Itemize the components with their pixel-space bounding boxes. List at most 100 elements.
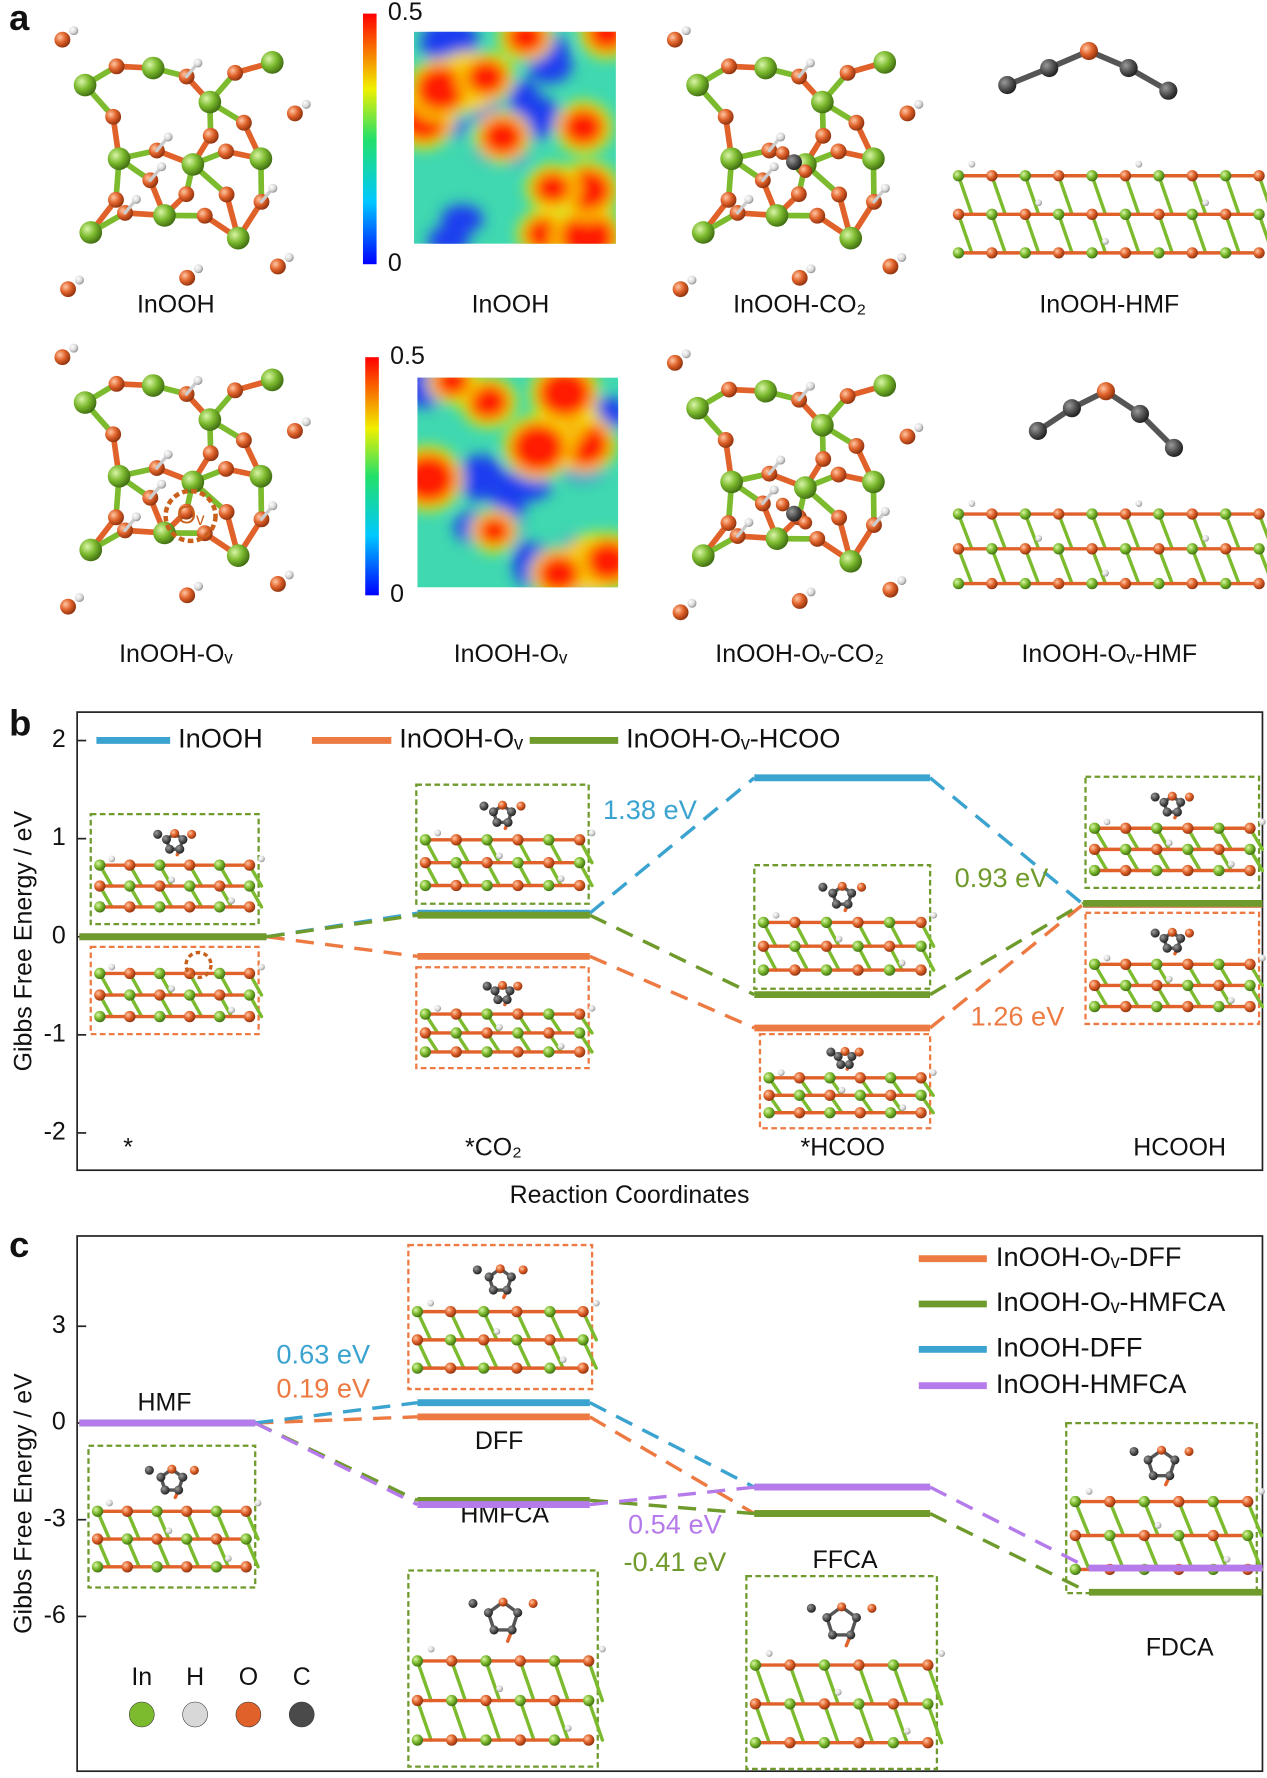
energy-connector [929,1512,1090,1594]
atom [490,986,500,996]
bond [449,1659,468,1703]
atom [1150,928,1160,938]
atom [260,368,284,392]
atom [218,186,235,203]
annotation: 1.38 eV [603,794,698,825]
atom [883,940,896,952]
atom-legend-label: H [186,1663,204,1691]
atom [968,160,976,168]
atom [1138,1529,1150,1542]
energy-connector [929,903,1085,1030]
atom [480,1694,492,1707]
atom [1153,170,1165,182]
atom [720,470,743,494]
atom [481,1008,493,1020]
atom [243,859,256,871]
atom [811,90,834,114]
atom [798,164,813,179]
atom [1035,534,1043,542]
atom [286,105,303,122]
atom [1219,577,1232,590]
atom [831,899,841,909]
map-high [505,31,547,55]
atom [518,1265,528,1275]
atom [411,1694,424,1707]
atom [831,509,848,526]
vacancy-marker [163,488,218,544]
atom [835,935,843,943]
atom [446,1655,458,1667]
atom [481,1046,493,1058]
atom [744,194,754,204]
atom [1162,943,1172,953]
atom [929,1069,937,1077]
atom [108,855,116,863]
atom [1186,170,1198,182]
atom [196,207,213,224]
atom [573,879,586,892]
atom [818,1698,831,1710]
bond [1246,1533,1264,1572]
atom [1219,170,1232,182]
atom [544,1362,556,1374]
atom [151,1505,163,1517]
atom [157,162,167,172]
map-high [510,421,567,474]
atom [105,426,122,443]
bond [1142,1499,1160,1538]
bond [484,1659,502,1703]
map-high [464,58,508,97]
atom [986,508,998,520]
atom [183,880,196,892]
atom [1186,508,1198,520]
atom [193,264,204,274]
atom [482,981,492,991]
atom [91,1533,104,1545]
atom [54,31,71,48]
atom [183,989,196,1001]
atom [1086,247,1098,259]
atom [160,1485,170,1495]
atom [249,464,273,488]
atom [1119,958,1132,970]
atom [1119,208,1132,220]
atom [1019,208,1031,220]
atom [1244,1000,1256,1013]
atom [450,834,462,846]
atom [1102,237,1109,245]
atom [1052,170,1065,182]
atom [411,1334,424,1346]
atom [1182,822,1194,834]
bond [1090,212,1108,255]
atom [777,1069,785,1077]
bond [415,1659,433,1703]
bond [926,1702,944,1745]
atom [1104,1495,1116,1508]
atom [883,916,896,929]
atom [503,817,513,827]
atom [839,226,863,250]
atom [481,856,493,869]
atom [450,1027,462,1039]
atom [1069,1529,1081,1542]
annotation: 1.26 eV [971,1000,1066,1031]
atom [481,1027,493,1039]
bond [1123,212,1141,255]
bond [1257,212,1267,243]
atom [598,1645,606,1653]
atom [915,1107,927,1119]
bond [1108,1533,1126,1572]
panel-label: b [9,702,31,743]
atom [583,1655,595,1667]
atom [1244,843,1256,856]
atom [74,593,84,603]
atom [1052,247,1065,259]
atom [505,986,515,996]
atom [1103,954,1111,962]
colorbar [365,357,379,596]
atom [1159,81,1178,100]
atom [511,1334,523,1346]
atom [691,544,715,567]
bond [1190,547,1208,586]
